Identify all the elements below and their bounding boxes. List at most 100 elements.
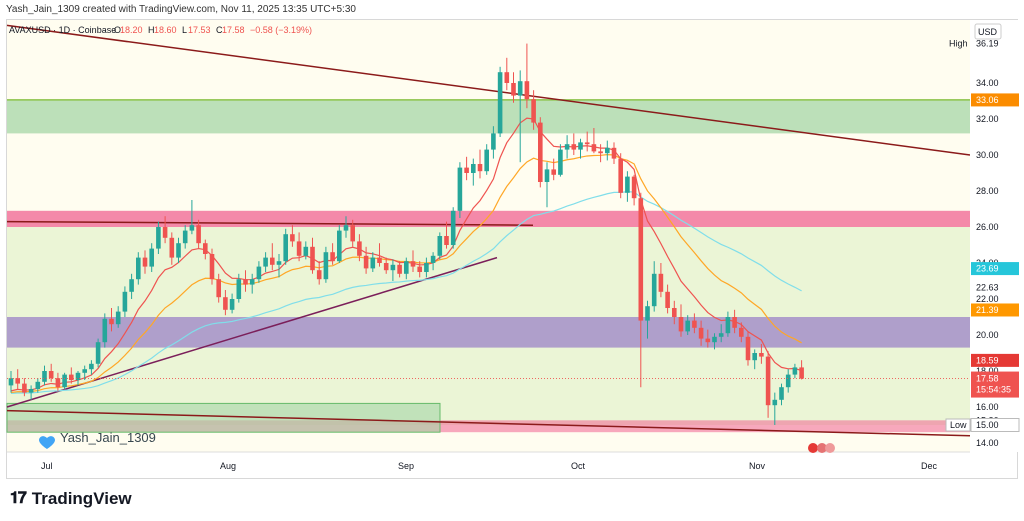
- candle-body: [645, 306, 650, 321]
- candle-body: [471, 164, 476, 173]
- candle-body: [712, 336, 717, 343]
- candle-body: [223, 297, 228, 310]
- event-flag-icon[interactable]: [808, 443, 818, 453]
- candle-body: [491, 133, 496, 150]
- candle-body: [390, 264, 396, 271]
- legend-high-label: H: [148, 25, 155, 35]
- time-tick-label: Dec: [921, 461, 938, 471]
- candle-body: [745, 336, 751, 361]
- candle-body: [397, 264, 402, 274]
- candle-body: [779, 387, 784, 400]
- candle-body: [337, 230, 342, 262]
- candle-body: [216, 279, 221, 298]
- candle-body: [129, 279, 134, 292]
- candle-body: [370, 257, 376, 269]
- candle-body: [109, 318, 114, 325]
- ma-orange-badge: 21.39: [976, 305, 999, 315]
- price-tick-label: 18.00: [976, 366, 999, 376]
- trendline-lower: [6, 409, 971, 437]
- candle-body: [765, 356, 771, 406]
- candle-body: [618, 158, 623, 193]
- event-flag-icon[interactable]: [825, 443, 835, 453]
- low-value: 15.00: [976, 420, 999, 430]
- candle-body: [249, 279, 255, 285]
- candle-body: [162, 227, 168, 238]
- candle-body: [22, 383, 27, 393]
- candle-body: [665, 291, 670, 308]
- high-label: High: [949, 39, 968, 49]
- candle-body: [718, 333, 724, 337]
- candle-body: [196, 225, 201, 244]
- candle-body: [189, 225, 195, 231]
- candle-body: [95, 342, 101, 364]
- zone-pink-support: [7, 420, 970, 433]
- legend-change: −0.58 (−3.19%): [250, 25, 312, 35]
- candle-body: [28, 389, 34, 393]
- candle-body: [122, 291, 128, 312]
- candle-body: [692, 320, 697, 328]
- time-tick-label: Jul: [41, 461, 53, 471]
- candle-body: [598, 151, 603, 154]
- time-tick-label: Nov: [749, 461, 766, 471]
- currency-box[interactable]: [974, 23, 1002, 40]
- candle-body: [310, 246, 315, 271]
- price-tick-label: 14.00: [976, 438, 999, 448]
- candle-body: [290, 234, 295, 242]
- candle-body: [799, 367, 804, 379]
- candle-body: [578, 142, 583, 150]
- candle-body: [209, 254, 215, 280]
- candle-body: [571, 144, 577, 150]
- candle-body: [229, 299, 235, 310]
- candle-body: [658, 273, 664, 292]
- countdown-value: 15:54:35: [976, 385, 1011, 395]
- candle-body: [350, 225, 355, 242]
- zone-top-badge-bg: [971, 93, 1019, 107]
- candle-body: [42, 371, 47, 382]
- candle-body: [638, 198, 644, 321]
- candle-body: [564, 144, 570, 150]
- candle-body: [477, 164, 483, 172]
- prev-close-badge: 18.59: [976, 355, 999, 365]
- candle-body: [611, 147, 617, 159]
- last-price-value: 17.58: [976, 374, 999, 384]
- candle-body: [544, 169, 550, 182]
- candle-body: [605, 147, 610, 154]
- candle-body: [531, 99, 536, 123]
- price-tick-label: 30.00: [976, 150, 999, 160]
- prev-close-badge-bg: [971, 353, 1019, 367]
- candle-body: [551, 169, 556, 175]
- time-tick-label: Sep: [398, 461, 414, 471]
- price-tick-label: 28.00: [976, 186, 999, 196]
- candle-body: [752, 353, 757, 361]
- candle-body: [698, 327, 704, 339]
- candle-body: [759, 353, 764, 357]
- candle-body: [444, 236, 449, 245]
- candle-body: [785, 374, 791, 388]
- candle-body: [524, 81, 530, 100]
- candle-body: [8, 378, 14, 386]
- price-tick-label: 32.00: [976, 114, 999, 124]
- time-tick-label: Oct: [571, 461, 586, 471]
- candle-body: [504, 72, 510, 83]
- candle-body: [55, 378, 61, 388]
- zone-green-box: [6, 402, 441, 433]
- candle-body: [363, 255, 369, 269]
- candle-body: [15, 378, 20, 384]
- candle-body: [256, 266, 262, 280]
- candle-body: [430, 255, 436, 263]
- price-tick-label: 16.00: [976, 402, 999, 412]
- tradingview-brand[interactable]: 𝟏𝟕 TradingView: [10, 489, 132, 509]
- legend-high-value: 18.60: [154, 25, 177, 35]
- candle-body: [303, 246, 309, 256]
- legend-open-label: O: [114, 25, 121, 35]
- candle-body: [357, 241, 362, 256]
- candle-body: [343, 225, 349, 231]
- candle-body: [176, 243, 181, 258]
- candle-body: [424, 263, 429, 272]
- candle-body: [625, 176, 630, 193]
- candle-body: [732, 317, 737, 328]
- candle-body: [417, 266, 422, 272]
- event-flag-icon[interactable]: [817, 443, 827, 453]
- candle-body: [672, 308, 677, 317]
